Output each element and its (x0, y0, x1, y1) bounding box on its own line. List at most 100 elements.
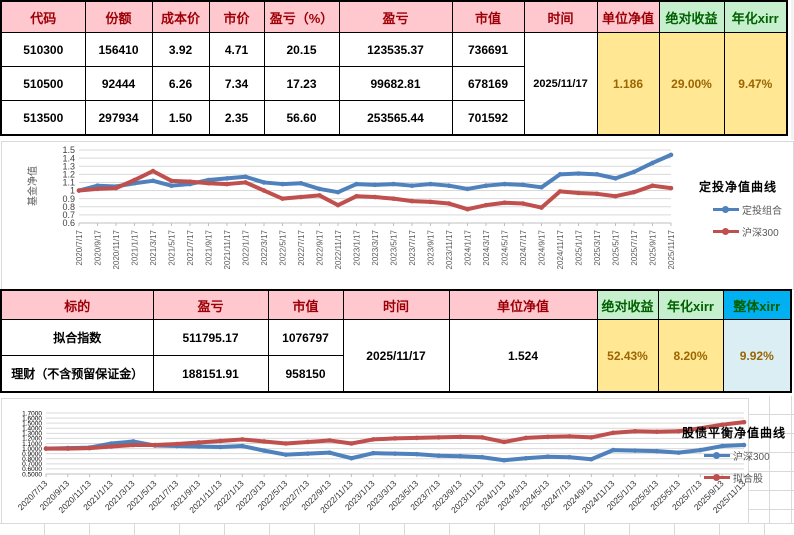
stock-bond-chart-canvas: 1.70001.60001.50001.40001.30001.20001.10… (16, 410, 748, 515)
svg-text:1.2000: 1.2000 (22, 436, 42, 443)
cell-cost[interactable]: 6.26 (151, 66, 210, 101)
col-header-price[interactable]: 市价 (208, 0, 265, 33)
col-header-code[interactable]: 代码 (0, 0, 86, 33)
col-header-nav[interactable]: 单位净值 (596, 0, 660, 33)
svg-text:0.9: 0.9 (62, 194, 75, 204)
svg-text:2025/7/17: 2025/7/17 (630, 229, 639, 265)
cell-xirr[interactable]: 8.20% (657, 319, 724, 393)
legend-line-icon (713, 228, 739, 235)
legend-label: 沪深300 (742, 228, 779, 239)
col-header-pnl[interactable]: 盈亏 (152, 289, 269, 320)
col-header-xirr[interactable]: 年化xirr (723, 0, 788, 33)
cell-overall-xirr[interactable]: 9.92% (722, 319, 792, 393)
svg-text:2023/5/17: 2023/5/17 (390, 229, 399, 265)
cell-pnl[interactable]: 123535.37 (338, 32, 453, 67)
legend-item: 拟合股 (704, 470, 794, 485)
cell-xirr[interactable]: 9.47% (723, 32, 788, 136)
svg-text:2025/9/17: 2025/9/17 (649, 229, 658, 265)
cell-abs-return[interactable]: 52.43% (596, 319, 659, 393)
svg-text:2025/3/17: 2025/3/17 (593, 229, 602, 265)
cell-mktval[interactable]: 958150 (267, 355, 344, 393)
col-header-time[interactable]: 时间 (523, 0, 598, 33)
col-header-mktval[interactable]: 市值 (451, 0, 525, 33)
svg-text:2022/11/17: 2022/11/17 (334, 229, 343, 269)
cell-shares[interactable]: 92444 (84, 66, 153, 101)
cell-pnl-pct[interactable]: 17.23 (263, 66, 340, 101)
col-header-cost[interactable]: 成本价 (151, 0, 210, 33)
cell-mktval[interactable]: 701592 (451, 100, 525, 136)
col-header-time[interactable]: 时间 (342, 289, 450, 320)
cell-pnl[interactable]: 99682.81 (338, 66, 453, 101)
col-header-target[interactable]: 标的 (0, 289, 154, 320)
table-row: 510300 156410 3.92 4.71 20.15 123535.37 … (0, 32, 788, 136)
table-row: 理财（不含预留保证金） 188151.91 958150 (0, 355, 791, 393)
svg-text:1.2: 1.2 (62, 169, 75, 179)
positions-table: 代码 份额 成本价 市价 盈亏（%） 盈亏 市值 时间 单位净值 绝对收益 年化… (0, 0, 788, 136)
svg-text:2020/7/17: 2020/7/17 (75, 229, 84, 265)
svg-text:基金净值: 基金净值 (26, 166, 39, 206)
col-header-shares[interactable]: 份额 (84, 0, 153, 33)
svg-text:2025/11/17: 2025/11/17 (667, 229, 676, 269)
col-header-abs-return[interactable]: 绝对收益 (658, 0, 725, 33)
cell-mktval[interactable]: 678169 (451, 66, 525, 101)
sip-chart-legend: 定投净值曲线 定投组合 沪深300 (699, 178, 794, 239)
cell-pnl[interactable]: 188151.91 (152, 355, 269, 393)
svg-text:1: 1 (70, 186, 75, 196)
svg-text:2024/11/17: 2024/11/17 (556, 229, 565, 269)
cell-code[interactable]: 513500 (0, 100, 86, 136)
svg-text:2021/1/17: 2021/1/17 (131, 229, 140, 265)
cell-pnl[interactable]: 253565.44 (338, 100, 453, 136)
cell-target[interactable]: 拟合指数 (0, 319, 154, 356)
col-header-pnl[interactable]: 盈亏 (338, 0, 453, 33)
cell-price[interactable]: 2.35 (208, 100, 265, 136)
cell-shares[interactable]: 297934 (84, 100, 153, 136)
svg-text:2022/9/17: 2022/9/17 (316, 229, 325, 265)
cell-price[interactable]: 7.34 (208, 66, 265, 101)
summary-table: 标的 盈亏 市值 时间 单位净值 绝对收益 年化xirr 整体xirr 拟合指数… (0, 289, 792, 393)
cell-pnl[interactable]: 511795.17 (152, 319, 269, 356)
empty-sheet-cells[interactable] (748, 396, 794, 534)
cell-pnl-pct[interactable]: 20.15 (263, 32, 340, 67)
legend-label: 沪深300 (733, 452, 770, 463)
cell-code[interactable]: 510300 (0, 32, 86, 67)
cell-time[interactable]: 2025/11/17 (342, 319, 450, 393)
svg-text:0.7: 0.7 (62, 210, 75, 220)
col-header-pnl-pct[interactable]: 盈亏（%） (263, 0, 340, 33)
legend-item: 定投组合 (713, 202, 794, 217)
cell-price[interactable]: 4.71 (208, 32, 265, 67)
cell-mktval[interactable]: 1076797 (267, 319, 344, 356)
cell-code[interactable]: 510500 (0, 66, 86, 101)
cell-mktval[interactable]: 736691 (451, 32, 525, 67)
svg-text:2021/7/17: 2021/7/17 (186, 229, 195, 265)
svg-text:1.6000: 1.6000 (22, 415, 42, 422)
svg-text:0.7000: 0.7000 (22, 461, 42, 468)
cell-pnl-pct[interactable]: 56.60 (263, 100, 340, 136)
col-header-overall-xirr[interactable]: 整体xirr (722, 289, 792, 320)
svg-text:1.3000: 1.3000 (22, 431, 42, 438)
cell-cost[interactable]: 1.50 (151, 100, 210, 136)
cell-nav[interactable]: 1.524 (448, 319, 598, 393)
cell-shares[interactable]: 156410 (84, 32, 153, 67)
svg-text:1.4: 1.4 (62, 153, 75, 163)
cell-nav[interactable]: 1.186 (596, 32, 660, 136)
svg-text:0.8000: 0.8000 (22, 456, 42, 463)
empty-sheet-cells[interactable] (0, 523, 794, 535)
col-header-nav[interactable]: 单位净值 (448, 289, 598, 320)
cell-time[interactable]: 2025/11/17 (523, 32, 598, 136)
col-header-xirr[interactable]: 年化xirr (657, 289, 724, 320)
stock-bond-chart-legend: 股债平衡净值曲线 沪深300 拟合股 (682, 424, 794, 485)
svg-text:2022/3/17: 2022/3/17 (260, 229, 269, 265)
svg-text:2020/9/17: 2020/9/17 (94, 229, 103, 265)
table-header-row: 标的 盈亏 市值 时间 单位净值 绝对收益 年化xirr 整体xirr (0, 289, 792, 320)
cell-abs-return[interactable]: 29.00% (658, 32, 725, 136)
stock-bond-chart[interactable]: 1.7000 1.6000 1.5000 1.4000 1.3000 1.2000 1.10… (1, 398, 749, 524)
svg-text:1.3: 1.3 (62, 161, 75, 171)
svg-text:2025/5/17: 2025/5/17 (612, 229, 621, 265)
cell-target[interactable]: 理财（不含预留保证金） (0, 355, 154, 393)
sip-nav-chart[interactable]: 1.5 1.4 1.3 1.2 1.1 1 0.9 0.8 0.7 0.6 2020/7/17 202… (1, 141, 794, 290)
cell-cost[interactable]: 3.92 (151, 32, 210, 67)
col-header-mktval[interactable]: 市值 (267, 289, 344, 320)
col-header-abs-return[interactable]: 绝对收益 (596, 289, 659, 320)
svg-text:1.1000: 1.1000 (22, 441, 42, 448)
